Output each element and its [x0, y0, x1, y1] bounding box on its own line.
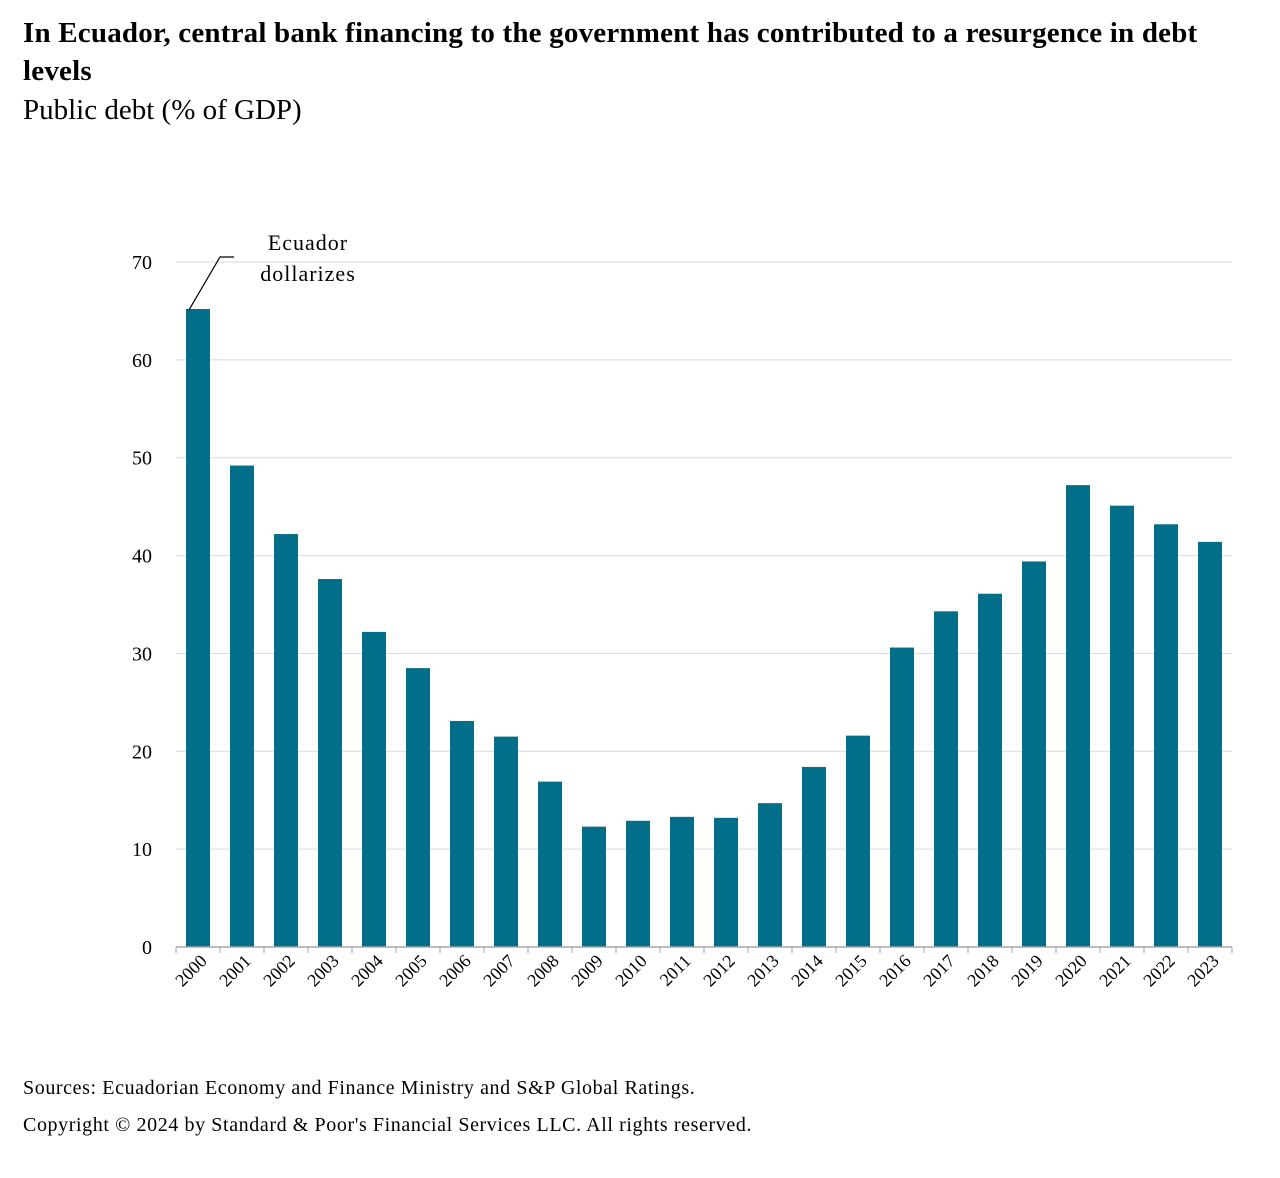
y-tick-label: 0	[142, 937, 152, 959]
x-tick-label: 2000	[171, 951, 211, 991]
bar-chart: 0 10 20 30 40 50 60 70 2000 2001 2002 2003 2004 2005…	[132, 230, 1233, 991]
x-tick-label: 2017	[919, 951, 959, 991]
bar-2014	[802, 766, 826, 947]
bar-2005	[406, 668, 430, 947]
x-tick-label: 2008	[523, 951, 563, 991]
bar-2021	[1110, 505, 1134, 947]
source-note: Sources: Ecuadorian Economy and Finance …	[23, 1077, 696, 1099]
bar-2019	[1022, 561, 1046, 947]
y-tick-label: 40	[132, 546, 152, 568]
bar-2022	[1154, 524, 1178, 947]
x-tick-label: 2013	[743, 951, 783, 991]
bar-2017	[934, 611, 958, 947]
bar-2000	[186, 308, 210, 947]
bar-2010	[626, 820, 650, 947]
copyright-note: Copyright © 2024 by Standard & Poor's Fi…	[23, 1114, 753, 1136]
y-tick-label: 30	[132, 643, 152, 665]
x-axis-ticks: 2000 2001 2002 2003 2004 2005 2006 2007 2008 2009…	[171, 951, 1223, 991]
y-axis-ticks: 0 10 20 30 40 50 60 70	[132, 252, 152, 959]
chart-subtitle: Public debt (% of GDP)	[23, 94, 302, 126]
chart-title: In Ecuador, central bank financing to th…	[23, 17, 1198, 87]
bar-2016	[890, 647, 914, 947]
y-tick-label: 70	[132, 252, 152, 274]
bar-2012	[714, 817, 738, 947]
bar-2002	[274, 534, 298, 947]
x-tick-label: 2001	[215, 951, 255, 991]
x-tick-label: 2003	[303, 951, 343, 991]
y-tick-label: 50	[132, 448, 152, 470]
x-tick-label: 2016	[875, 951, 915, 991]
x-tick-label: 2023	[1183, 951, 1223, 991]
annotation-text: dollarizes	[260, 261, 356, 286]
bar-2003	[318, 579, 342, 947]
x-axis	[175, 946, 1233, 953]
bar-2020	[1066, 485, 1090, 947]
x-tick-label: 2021	[1095, 951, 1135, 991]
y-tick-label: 20	[132, 741, 152, 763]
bar-2018	[978, 593, 1002, 947]
bars	[186, 308, 1222, 947]
bar-2013	[758, 803, 782, 947]
x-tick-label: 2018	[963, 951, 1003, 991]
x-tick-label: 2022	[1139, 951, 1179, 991]
x-tick-label: 2005	[391, 951, 431, 991]
x-tick-label: 2004	[347, 951, 387, 991]
bar-2004	[362, 631, 386, 947]
y-tick-label: 60	[132, 350, 152, 372]
bar-2009	[582, 826, 606, 947]
bar-2011	[670, 816, 694, 947]
y-tick-label: 10	[132, 839, 152, 861]
x-tick-label: 2019	[1007, 951, 1047, 991]
x-tick-label: 2014	[787, 951, 827, 991]
x-tick-label: 2015	[831, 951, 871, 991]
bar-2023	[1198, 541, 1222, 947]
x-tick-label: 2002	[259, 951, 299, 991]
bar-2007	[494, 736, 518, 947]
bar-2008	[538, 781, 562, 947]
x-tick-label: 2011	[656, 951, 695, 990]
bar-2006	[450, 720, 474, 947]
bar-2015	[846, 735, 870, 947]
x-tick-label: 2009	[567, 951, 607, 991]
x-tick-label: 2006	[435, 951, 475, 991]
x-tick-label: 2007	[479, 951, 519, 991]
gridlines	[176, 261, 1232, 850]
annotation-text: Ecuador	[268, 230, 348, 255]
bar-2001	[230, 465, 254, 947]
annotation-leader-line	[188, 256, 234, 311]
annotation: Ecuador dollarizes	[188, 230, 356, 311]
x-tick-label: 2012	[699, 951, 739, 991]
x-tick-label: 2010	[611, 951, 651, 991]
x-tick-label: 2020	[1051, 951, 1091, 991]
